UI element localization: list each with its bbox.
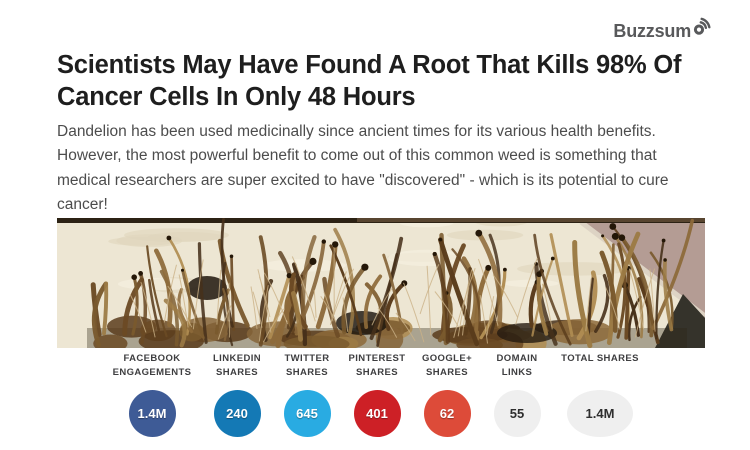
- metric-label: GOOGLE+ SHARES: [421, 353, 473, 378]
- metric-label: LINKEDIN SHARES: [212, 353, 262, 378]
- metric-label: DOMAIN LINKS: [496, 353, 538, 378]
- metric-column: LINKEDIN SHARES 240: [202, 352, 272, 437]
- article-title: Scientists May Have Found A Root That Ki…: [57, 51, 682, 111]
- metric-value-bubble: 645: [283, 390, 331, 437]
- metric-column: TWITTER SHARES 645: [272, 352, 342, 437]
- brand-logo: Buzzsum: [613, 16, 713, 41]
- metric-label: PINTEREST SHARES: [348, 353, 406, 378]
- metric-value-bubble: 240: [213, 390, 261, 437]
- metric-value-bubble: 62: [423, 390, 471, 437]
- metric-value-bubble: 1.4M: [567, 390, 633, 437]
- metric-label: FACEBOOK ENGAGEMENTS: [112, 353, 192, 378]
- metric-label: TWITTER SHARES: [284, 353, 330, 378]
- metrics-row: FACEBOOK ENGAGEMENTS 1.4M LINKEDIN SHARES …: [0, 352, 750, 437]
- metric-column: TOTAL SHARES 1.4M: [552, 352, 648, 437]
- article-description: Dandelion has been used medicinally sinc…: [57, 123, 669, 214]
- metric-value-bubble: 1.4M: [128, 390, 176, 437]
- metric-column: FACEBOOK ENGAGEMENTS 1.4M: [102, 352, 202, 437]
- metric-column: GOOGLE+ SHARES 62: [412, 352, 482, 437]
- metric-value-bubble: 55: [493, 390, 541, 437]
- metric-label: TOTAL SHARES: [561, 353, 639, 364]
- metric-column: PINTEREST SHARES 401: [342, 352, 412, 437]
- article-image: [57, 218, 705, 348]
- brand-wordmark: Buzzsum: [613, 21, 691, 41]
- metric-value-bubble: 401: [353, 390, 401, 437]
- metric-column: DOMAIN LINKS 55: [482, 352, 552, 437]
- signal-waves-icon: [691, 16, 713, 41]
